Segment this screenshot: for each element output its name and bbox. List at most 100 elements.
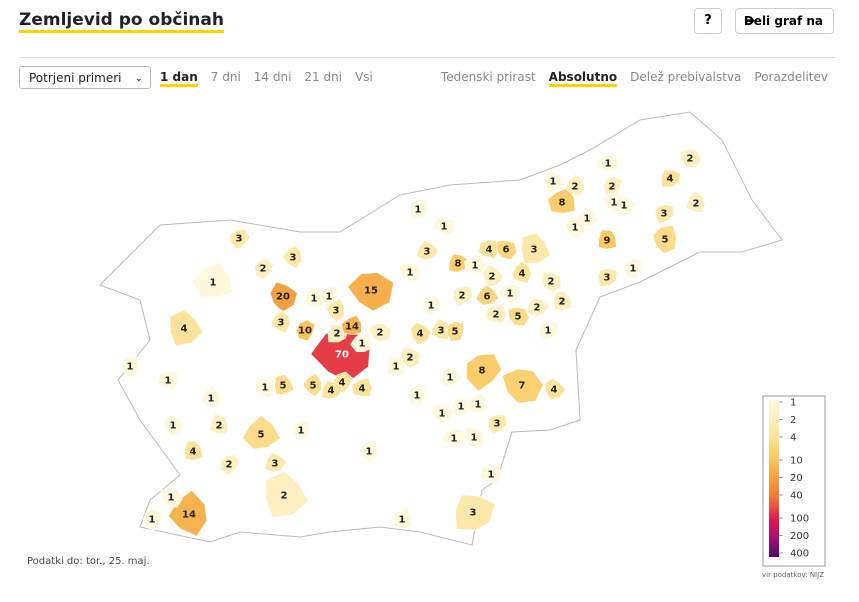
municipality-label: 2 <box>693 199 700 210</box>
municipality-label: 1 <box>208 394 215 405</box>
municipality <box>229 228 251 251</box>
period-tab[interactable]: 21 dni <box>304 70 343 84</box>
municipality <box>597 153 619 173</box>
municipality-label: 4 <box>417 329 424 340</box>
municipality <box>292 420 311 442</box>
municipality-label: 15 <box>364 286 378 297</box>
legend-label: 400 <box>790 549 809 560</box>
share-label: Deli graf na <box>743 14 823 28</box>
municipality <box>270 309 291 334</box>
municipality-label: 5 <box>280 381 287 392</box>
municipality-label: 1 <box>165 376 172 387</box>
municipality <box>346 272 395 312</box>
municipality <box>162 413 185 438</box>
municipality <box>454 494 496 531</box>
municipality-label: 1 <box>415 205 422 216</box>
title: Zemljevid po občinah <box>19 10 224 33</box>
municipality-label: 5 <box>662 235 669 246</box>
help-button[interactable]: ? <box>694 8 722 34</box>
municipality <box>321 380 344 400</box>
municipality-label: 3 <box>290 253 297 264</box>
municipality <box>520 232 552 265</box>
municipality <box>602 175 623 198</box>
municipality-label: 2 <box>489 272 496 283</box>
period-tab[interactable]: 1 dan <box>160 70 198 87</box>
legend-label: 40 <box>790 490 803 501</box>
municipality <box>156 370 179 391</box>
municipality-label: 5 <box>310 381 317 392</box>
municipality <box>264 452 288 473</box>
municipality-label: 1 <box>210 278 217 289</box>
municipality-label: 1 <box>407 268 414 279</box>
municipality <box>219 454 241 477</box>
legend-bar <box>769 400 779 557</box>
municipality <box>265 470 310 519</box>
municipality-label: 2 <box>377 328 384 339</box>
municipality-label: 2 <box>281 491 288 502</box>
municipality-label: 1 <box>359 339 366 350</box>
mode-tab[interactable]: Tedenski prirast <box>440 70 536 84</box>
municipality <box>685 190 706 214</box>
municipality <box>463 427 485 450</box>
period-tab[interactable]: 7 dni <box>210 70 241 84</box>
municipality-label: 1 <box>168 493 175 504</box>
municipality-label: 8 <box>479 366 486 377</box>
municipality <box>511 260 532 284</box>
municipality-label: 4 <box>190 447 197 458</box>
municipality-label: 2 <box>572 182 579 193</box>
municipality-label: 3 <box>278 318 285 329</box>
municipality-label: 1 <box>262 383 269 394</box>
divider <box>19 57 835 58</box>
municipality <box>325 298 346 323</box>
municipality <box>464 254 486 274</box>
municipality-label: 1 <box>545 326 552 337</box>
municipality <box>390 507 412 528</box>
municipality-label: 1 <box>311 294 318 305</box>
municipality <box>340 314 362 335</box>
municipality-label: 1 <box>621 201 628 212</box>
municipality-label: 2 <box>216 421 223 432</box>
municipality <box>438 365 463 387</box>
mode-tab[interactable]: Absolutno <box>548 70 618 87</box>
legend-label: 1 <box>790 398 796 409</box>
municipality-label: 1 <box>149 515 156 526</box>
municipality <box>241 414 282 450</box>
period-tab[interactable]: Vsi <box>355 70 373 84</box>
municipality <box>477 239 500 260</box>
municipality-label: 3 <box>470 508 477 519</box>
municipality <box>446 320 465 342</box>
date-note: Podatki do: tor., 25. maj. <box>27 556 150 567</box>
select-label: Potrjeni primeri <box>29 71 122 85</box>
municipality-label: 1 <box>439 409 446 420</box>
mode-tab[interactable]: Porazdelitev <box>754 70 828 84</box>
municipality-label: 4 <box>519 269 526 280</box>
municipality-label: 1 <box>447 373 454 384</box>
share-button[interactable]: ➦ Deli graf na <box>735 8 834 34</box>
municipality-label: 4 <box>359 384 366 395</box>
municipality-label: 5 <box>452 327 459 338</box>
municipality <box>526 296 550 317</box>
municipality <box>253 257 275 280</box>
municipality <box>544 169 565 193</box>
municipality-label: 5 <box>258 430 265 441</box>
municipality-label: 1 <box>605 159 612 170</box>
municipality-label: 3 <box>604 273 611 284</box>
municipality-label: 2 <box>548 277 555 288</box>
municipality <box>295 319 316 342</box>
municipality <box>452 286 474 307</box>
municipality-label: 4 <box>181 324 188 335</box>
municipality-label: 3 <box>236 234 243 245</box>
municipality-label: 2 <box>687 154 694 165</box>
municipality <box>564 216 586 240</box>
municipality <box>410 321 432 346</box>
municipality <box>408 384 428 406</box>
mode-tab[interactable]: Delež prebivalstva <box>630 70 742 84</box>
period-tab[interactable]: 14 dni <box>253 70 292 84</box>
select[interactable]: Potrjeni primeri ⌄ <box>19 66 151 89</box>
municipality <box>282 244 303 270</box>
municipality-label: 3 <box>333 306 340 317</box>
share-icon: ➦ <box>746 14 756 27</box>
municipality-label: 10 <box>298 326 312 337</box>
municipality <box>350 331 374 353</box>
